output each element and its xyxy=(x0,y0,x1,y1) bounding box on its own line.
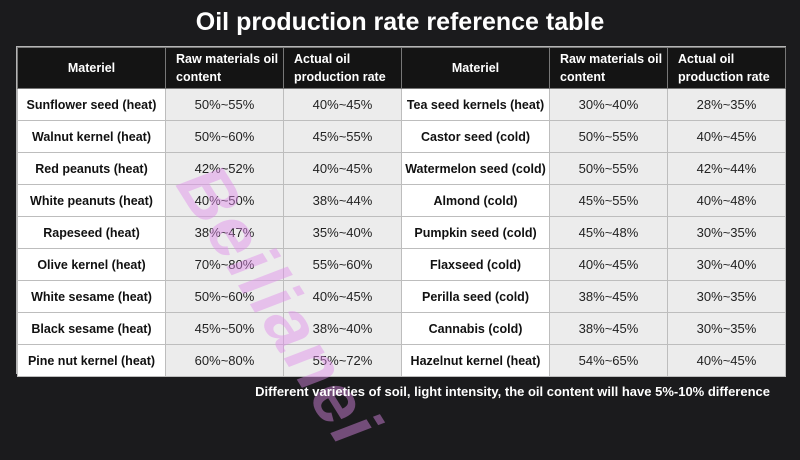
actual-production-rate: 30%~35% xyxy=(667,216,786,249)
footer-note: Different varieties of soil, light inten… xyxy=(255,384,770,399)
actual-production-rate: 40%~45% xyxy=(283,280,402,313)
material-name: Hazelnut kernel (heat) xyxy=(401,344,550,377)
raw-oil-content: 45%~50% xyxy=(165,312,284,345)
actual-production-rate: 40%~48% xyxy=(667,184,786,217)
raw-oil-content: 45%~55% xyxy=(549,184,668,217)
header-materiel-right: Materiel xyxy=(401,47,550,89)
actual-production-rate: 28%~35% xyxy=(667,88,786,121)
material-name: Olive kernel (heat) xyxy=(17,248,166,281)
raw-oil-content: 50%~60% xyxy=(165,120,284,153)
raw-oil-content: 38%~47% xyxy=(165,216,284,249)
table-row: Sunflower seed (heat) 50%~55% 40%~45% Te… xyxy=(17,88,786,121)
material-name: Almond (cold) xyxy=(401,184,550,217)
raw-oil-content: 60%~80% xyxy=(165,344,284,377)
actual-production-rate: 55%~60% xyxy=(283,248,402,281)
material-name: Red peanuts (heat) xyxy=(17,152,166,185)
header-materiel-left: Materiel xyxy=(17,47,166,89)
table-row: Olive kernel (heat) 70%~80% 55%~60% Flax… xyxy=(17,248,786,281)
raw-oil-content: 40%~45% xyxy=(549,248,668,281)
material-name: White peanuts (heat) xyxy=(17,184,166,217)
actual-production-rate: 30%~40% xyxy=(667,248,786,281)
material-name: Sunflower seed (heat) xyxy=(17,88,166,121)
table-header-row: Materiel Raw materials oil content Actua… xyxy=(17,47,786,89)
actual-production-rate: 40%~45% xyxy=(283,152,402,185)
actual-production-rate: 55%~72% xyxy=(283,344,402,377)
page-title: Oil production rate reference table xyxy=(195,8,605,36)
header-raw-content-left: Raw materials oil content xyxy=(165,47,284,89)
material-name: Tea seed kernels (heat) xyxy=(401,88,550,121)
material-name: Rapeseed (heat) xyxy=(17,216,166,249)
raw-oil-content: 40%~50% xyxy=(165,184,284,217)
raw-oil-content: 50%~55% xyxy=(549,152,668,185)
table-row: Rapeseed (heat) 38%~47% 35%~40% Pumpkin … xyxy=(17,216,786,249)
material-name: Castor seed (cold) xyxy=(401,120,550,153)
material-name: Walnut kernel (heat) xyxy=(17,120,166,153)
table-row: White peanuts (heat) 40%~50% 38%~44% Alm… xyxy=(17,184,786,217)
material-name: Flaxseed (cold) xyxy=(401,248,550,281)
actual-production-rate: 45%~55% xyxy=(283,120,402,153)
raw-oil-content: 50%~60% xyxy=(165,280,284,313)
actual-production-rate: 40%~45% xyxy=(283,88,402,121)
raw-oil-content: 50%~55% xyxy=(549,120,668,153)
material-name: Cannabis (cold) xyxy=(401,312,550,345)
actual-production-rate: 30%~35% xyxy=(667,312,786,345)
table-row: White sesame (heat) 50%~60% 40%~45% Peri… xyxy=(17,280,786,313)
actual-production-rate: 38%~40% xyxy=(283,312,402,345)
material-name: Watermelon seed (cold) xyxy=(401,152,550,185)
material-name: Pine nut kernel (heat) xyxy=(17,344,166,377)
table-row: Red peanuts (heat) 42%~52% 40%~45% Water… xyxy=(17,152,786,185)
actual-production-rate: 40%~45% xyxy=(667,120,786,153)
raw-oil-content: 50%~55% xyxy=(165,88,284,121)
header-actual-rate-left: Actual oil production rate xyxy=(283,47,402,89)
raw-oil-content: 45%~48% xyxy=(549,216,668,249)
header-actual-rate-right: Actual oil production rate xyxy=(667,47,786,89)
oil-rate-table-container: Materiel Raw materials oil content Actua… xyxy=(16,46,786,377)
material-name: White sesame (heat) xyxy=(17,280,166,313)
table-row: Pine nut kernel (heat) 60%~80% 55%~72% H… xyxy=(17,344,786,377)
oil-rate-table: Materiel Raw materials oil content Actua… xyxy=(17,47,786,377)
material-name: Black sesame (heat) xyxy=(17,312,166,345)
material-name: Pumpkin seed (cold) xyxy=(401,216,550,249)
actual-production-rate: 35%~40% xyxy=(283,216,402,249)
table-row: Walnut kernel (heat) 50%~60% 45%~55% Cas… xyxy=(17,120,786,153)
raw-oil-content: 38%~45% xyxy=(549,280,668,313)
actual-production-rate: 30%~35% xyxy=(667,280,786,313)
table-row: Black sesame (heat) 45%~50% 38%~40% Cann… xyxy=(17,312,786,345)
raw-oil-content: 30%~40% xyxy=(549,88,668,121)
raw-oil-content: 42%~52% xyxy=(165,152,284,185)
actual-production-rate: 42%~44% xyxy=(667,152,786,185)
raw-oil-content: 54%~65% xyxy=(549,344,668,377)
actual-production-rate: 40%~45% xyxy=(667,344,786,377)
raw-oil-content: 38%~45% xyxy=(549,312,668,345)
raw-oil-content: 70%~80% xyxy=(165,248,284,281)
actual-production-rate: 38%~44% xyxy=(283,184,402,217)
material-name: Perilla seed (cold) xyxy=(401,280,550,313)
header-raw-content-right: Raw materials oil content xyxy=(549,47,668,89)
